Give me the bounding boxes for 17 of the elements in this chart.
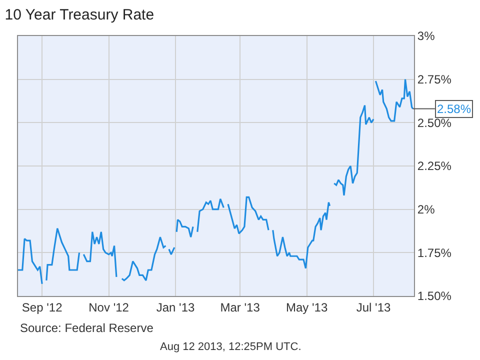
source-note: Source: Federal Reserve (20, 321, 154, 335)
x-tick-label: Jul '13 (356, 300, 391, 314)
x-tick-label: Nov '12 (88, 300, 130, 314)
x-tick-label: Jan '13 (156, 300, 195, 314)
y-tick-label: 2.25% (417, 159, 452, 174)
y-tick-label: 1.50% (417, 289, 452, 304)
annotation: 2.58% (437, 102, 472, 116)
y-tick-label: 2% (417, 202, 436, 217)
y-tick-label: 3% (417, 29, 436, 44)
x-tick-label: Mar '13 (220, 300, 260, 314)
y-tick-label: 1.75% (417, 246, 452, 260)
text: Aug 12 2013, 12:25PM UTC. (160, 341, 302, 353)
x-tick-label: May '13 (286, 300, 328, 314)
y-tick-label: 2.50% (417, 116, 452, 130)
x-tick-label: Sep '12 (22, 300, 63, 314)
y-tick-label: 2.75% (417, 72, 452, 87)
chart-title: 10 Year Treasury Rate (4, 6, 154, 24)
